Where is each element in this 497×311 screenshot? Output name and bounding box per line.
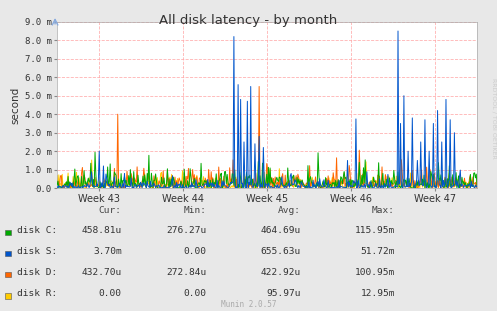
Text: 51.72m: 51.72m bbox=[361, 247, 395, 256]
Text: Munin 2.0.57: Munin 2.0.57 bbox=[221, 300, 276, 309]
Text: 0.00: 0.00 bbox=[183, 247, 206, 256]
Text: 272.84u: 272.84u bbox=[166, 268, 206, 277]
Text: Last update: Thu Nov 21 13:00:02 2024: Last update: Thu Nov 21 13:00:02 2024 bbox=[95, 310, 308, 311]
Y-axis label: second: second bbox=[10, 86, 20, 123]
Text: Avg:: Avg: bbox=[278, 206, 301, 215]
Text: 0.00: 0.00 bbox=[183, 289, 206, 298]
Text: disk R:: disk R: bbox=[16, 289, 57, 298]
Text: 0.00: 0.00 bbox=[99, 289, 122, 298]
Text: disk S:: disk S: bbox=[16, 247, 57, 256]
Text: RRDTOOL / TOBI OETIKER: RRDTOOL / TOBI OETIKER bbox=[491, 78, 496, 159]
Text: All disk latency - by month: All disk latency - by month bbox=[160, 14, 337, 27]
Text: 655.63u: 655.63u bbox=[260, 247, 301, 256]
Text: 458.81u: 458.81u bbox=[82, 226, 122, 235]
Text: 276.27u: 276.27u bbox=[166, 226, 206, 235]
Text: 12.95m: 12.95m bbox=[361, 289, 395, 298]
Text: 3.70m: 3.70m bbox=[93, 247, 122, 256]
Text: Min:: Min: bbox=[183, 206, 206, 215]
Text: 432.70u: 432.70u bbox=[82, 268, 122, 277]
Text: 95.97u: 95.97u bbox=[266, 289, 301, 298]
Text: 100.95m: 100.95m bbox=[355, 268, 395, 277]
Text: disk C:: disk C: bbox=[16, 226, 57, 235]
Text: 422.92u: 422.92u bbox=[260, 268, 301, 277]
Text: 464.69u: 464.69u bbox=[260, 226, 301, 235]
Text: Max:: Max: bbox=[372, 206, 395, 215]
Text: 115.95m: 115.95m bbox=[355, 226, 395, 235]
Text: Cur:: Cur: bbox=[99, 206, 122, 215]
Text: disk D:: disk D: bbox=[16, 268, 57, 277]
